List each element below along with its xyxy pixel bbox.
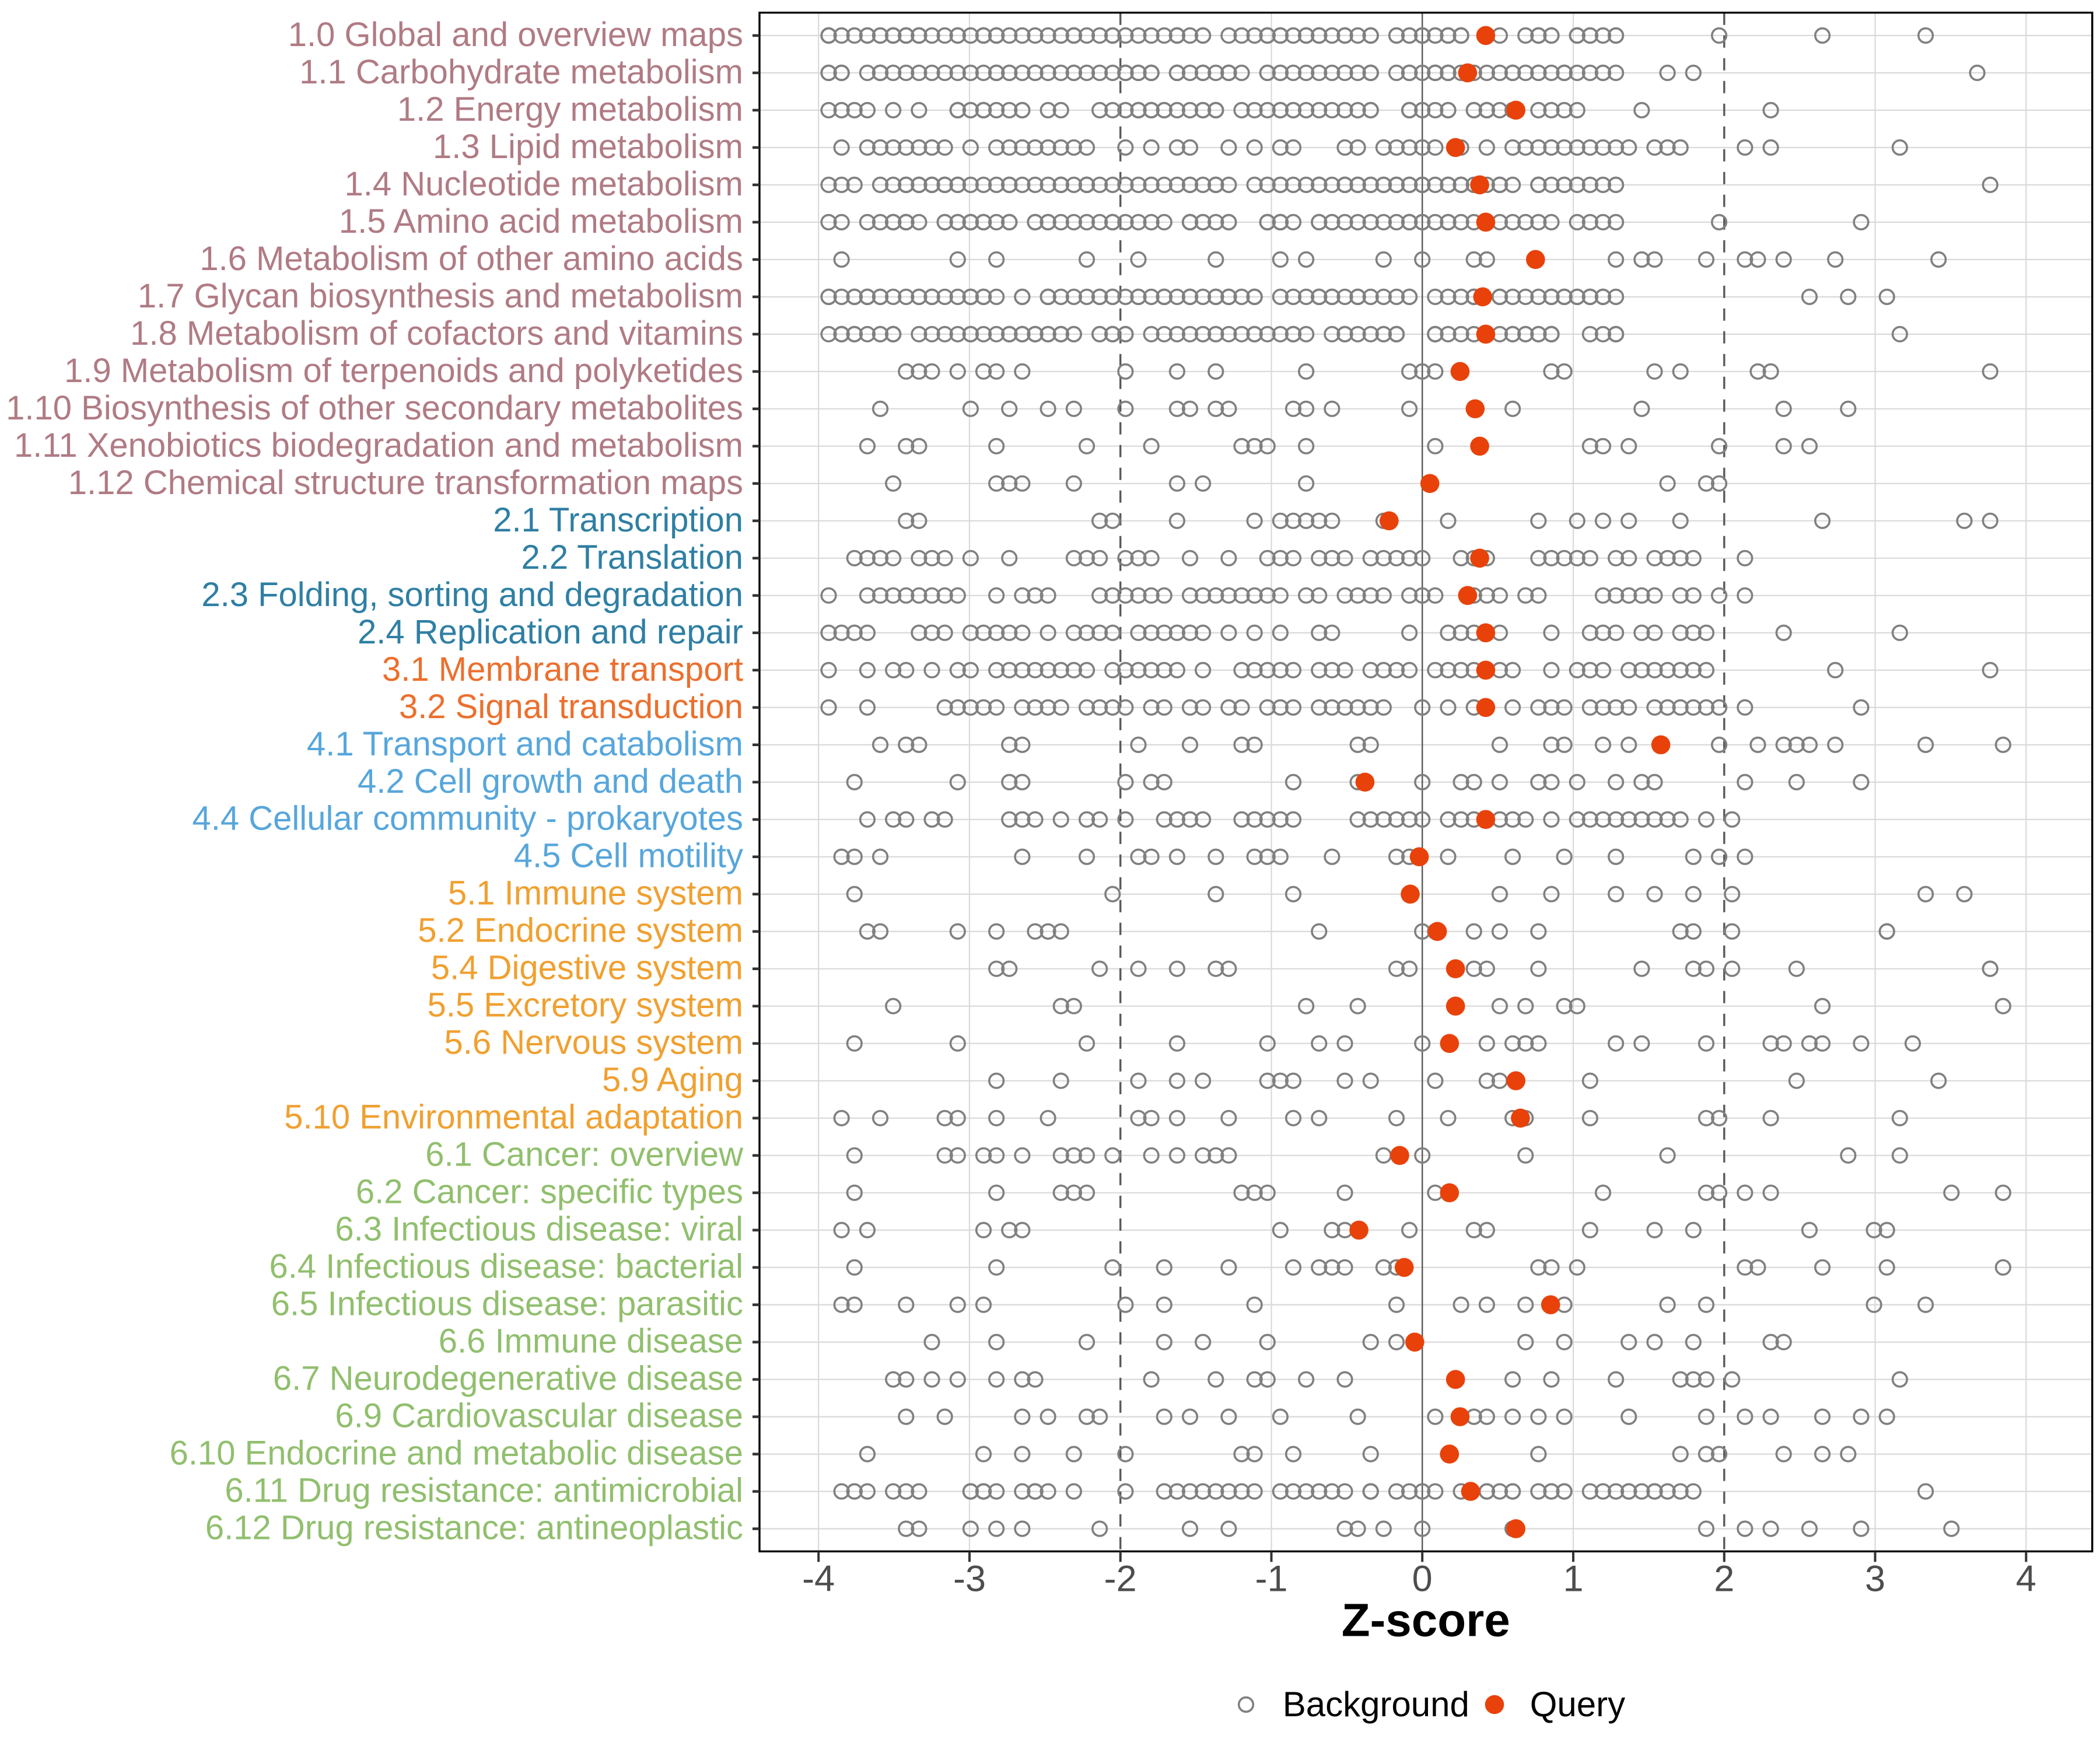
svg-text:5.5 Excretory system: 5.5 Excretory system [428, 986, 743, 1024]
svg-text:2.3 Folding, sorting and degra: 2.3 Folding, sorting and degradation [201, 576, 743, 614]
svg-text:-2: -2 [1104, 1558, 1137, 1599]
svg-text:Background: Background [1283, 1685, 1469, 1724]
svg-text:1.0 Global and overview maps: 1.0 Global and overview maps [288, 16, 743, 54]
svg-text:1.10 Biosynthesis of other sec: 1.10 Biosynthesis of other secondary met… [6, 389, 743, 427]
svg-text:6.3 Infectious disease: viral: 6.3 Infectious disease: viral [335, 1210, 743, 1248]
svg-text:-3: -3 [953, 1558, 986, 1599]
svg-text:2: 2 [1714, 1558, 1734, 1599]
svg-text:1: 1 [1563, 1558, 1583, 1599]
svg-text:-1: -1 [1255, 1558, 1287, 1599]
svg-text:6.5 Infectious disease: parasi: 6.5 Infectious disease: parasitic [271, 1285, 743, 1323]
svg-text:0: 0 [1412, 1558, 1433, 1599]
svg-text:5.4 Digestive system: 5.4 Digestive system [431, 949, 743, 987]
svg-text:1.4 Nucleotide metabolism: 1.4 Nucleotide metabolism [345, 165, 743, 203]
svg-text:3: 3 [1865, 1558, 1885, 1599]
svg-text:1.2 Energy metabolism: 1.2 Energy metabolism [397, 90, 743, 128]
svg-text:4: 4 [2016, 1558, 2036, 1599]
svg-text:6.9 Cardiovascular disease: 6.9 Cardiovascular disease [335, 1397, 743, 1435]
svg-text:4.4 Cellular community - proka: 4.4 Cellular community - prokaryotes [192, 800, 743, 838]
svg-text:Query: Query [1530, 1685, 1625, 1724]
svg-text:1.8 Metabolism of cofactors an: 1.8 Metabolism of cofactors and vitamins [130, 314, 743, 352]
svg-text:3.2 Signal transduction: 3.2 Signal transduction [399, 688, 743, 726]
svg-text:5.9 Aging: 5.9 Aging [602, 1061, 743, 1099]
svg-text:6.7 Neurodegenerative disease: 6.7 Neurodegenerative disease [273, 1360, 743, 1398]
svg-text:2.4 Replication and repair: 2.4 Replication and repair [358, 613, 743, 651]
svg-text:5.10 Environmental adaptation: 5.10 Environmental adaptation [284, 1098, 743, 1136]
svg-text:1.9 Metabolism of terpenoids a: 1.9 Metabolism of terpenoids and polyket… [64, 352, 743, 390]
svg-text:4.5 Cell motility: 4.5 Cell motility [514, 837, 743, 875]
svg-text:-4: -4 [802, 1558, 835, 1599]
svg-text:6.12 Drug resistance: antineop: 6.12 Drug resistance: antineoplastic [205, 1509, 743, 1547]
svg-text:5.6 Nervous system: 5.6 Nervous system [444, 1024, 743, 1062]
svg-text:1.3 Lipid metabolism: 1.3 Lipid metabolism [433, 128, 743, 166]
svg-text:2.1 Transcription: 2.1 Transcription [493, 501, 743, 539]
svg-text:6.2 Cancer: specific types: 6.2 Cancer: specific types [356, 1173, 743, 1211]
svg-text:1.11 Xenobiotics biodegradatio: 1.11 Xenobiotics biodegradation and meta… [14, 426, 743, 464]
svg-text:1.5 Amino acid metabolism: 1.5 Amino acid metabolism [339, 202, 743, 240]
svg-text:6.6 Immune disease: 6.6 Immune disease [439, 1322, 743, 1360]
svg-text:5.2 Endocrine system: 5.2 Endocrine system [418, 912, 743, 950]
svg-text:5.1 Immune system: 5.1 Immune system [448, 874, 743, 912]
svg-text:2.2 Translation: 2.2 Translation [522, 538, 743, 576]
svg-text:6.11 Drug resistance: antimicr: 6.11 Drug resistance: antimicrobial [225, 1472, 743, 1510]
svg-text:1.6 Metabolism of other amino: 1.6 Metabolism of other amino acids [200, 240, 743, 278]
svg-text:1.7 Glycan biosynthesis and me: 1.7 Glycan biosynthesis and metabolism [138, 277, 743, 315]
svg-text:6.1 Cancer: overview: 6.1 Cancer: overview [425, 1136, 744, 1174]
svg-text:6.10 Endocrine and metabolic d: 6.10 Endocrine and metabolic disease [170, 1434, 743, 1472]
svg-text:1.12 Chemical structure transf: 1.12 Chemical structure transformation m… [68, 464, 743, 502]
svg-text:4.1 Transport and catabolism: 4.1 Transport and catabolism [307, 725, 743, 763]
svg-text:3.1 Membrane transport: 3.1 Membrane transport [382, 650, 743, 688]
svg-text:6.4 Infectious disease: bacter: 6.4 Infectious disease: bacterial [270, 1248, 743, 1286]
svg-text:1.1 Carbohydrate metabolism: 1.1 Carbohydrate metabolism [299, 53, 743, 91]
svg-text:4.2 Cell growth and death: 4.2 Cell growth and death [358, 762, 743, 800]
svg-text:Z-score: Z-score [1342, 1594, 1510, 1646]
